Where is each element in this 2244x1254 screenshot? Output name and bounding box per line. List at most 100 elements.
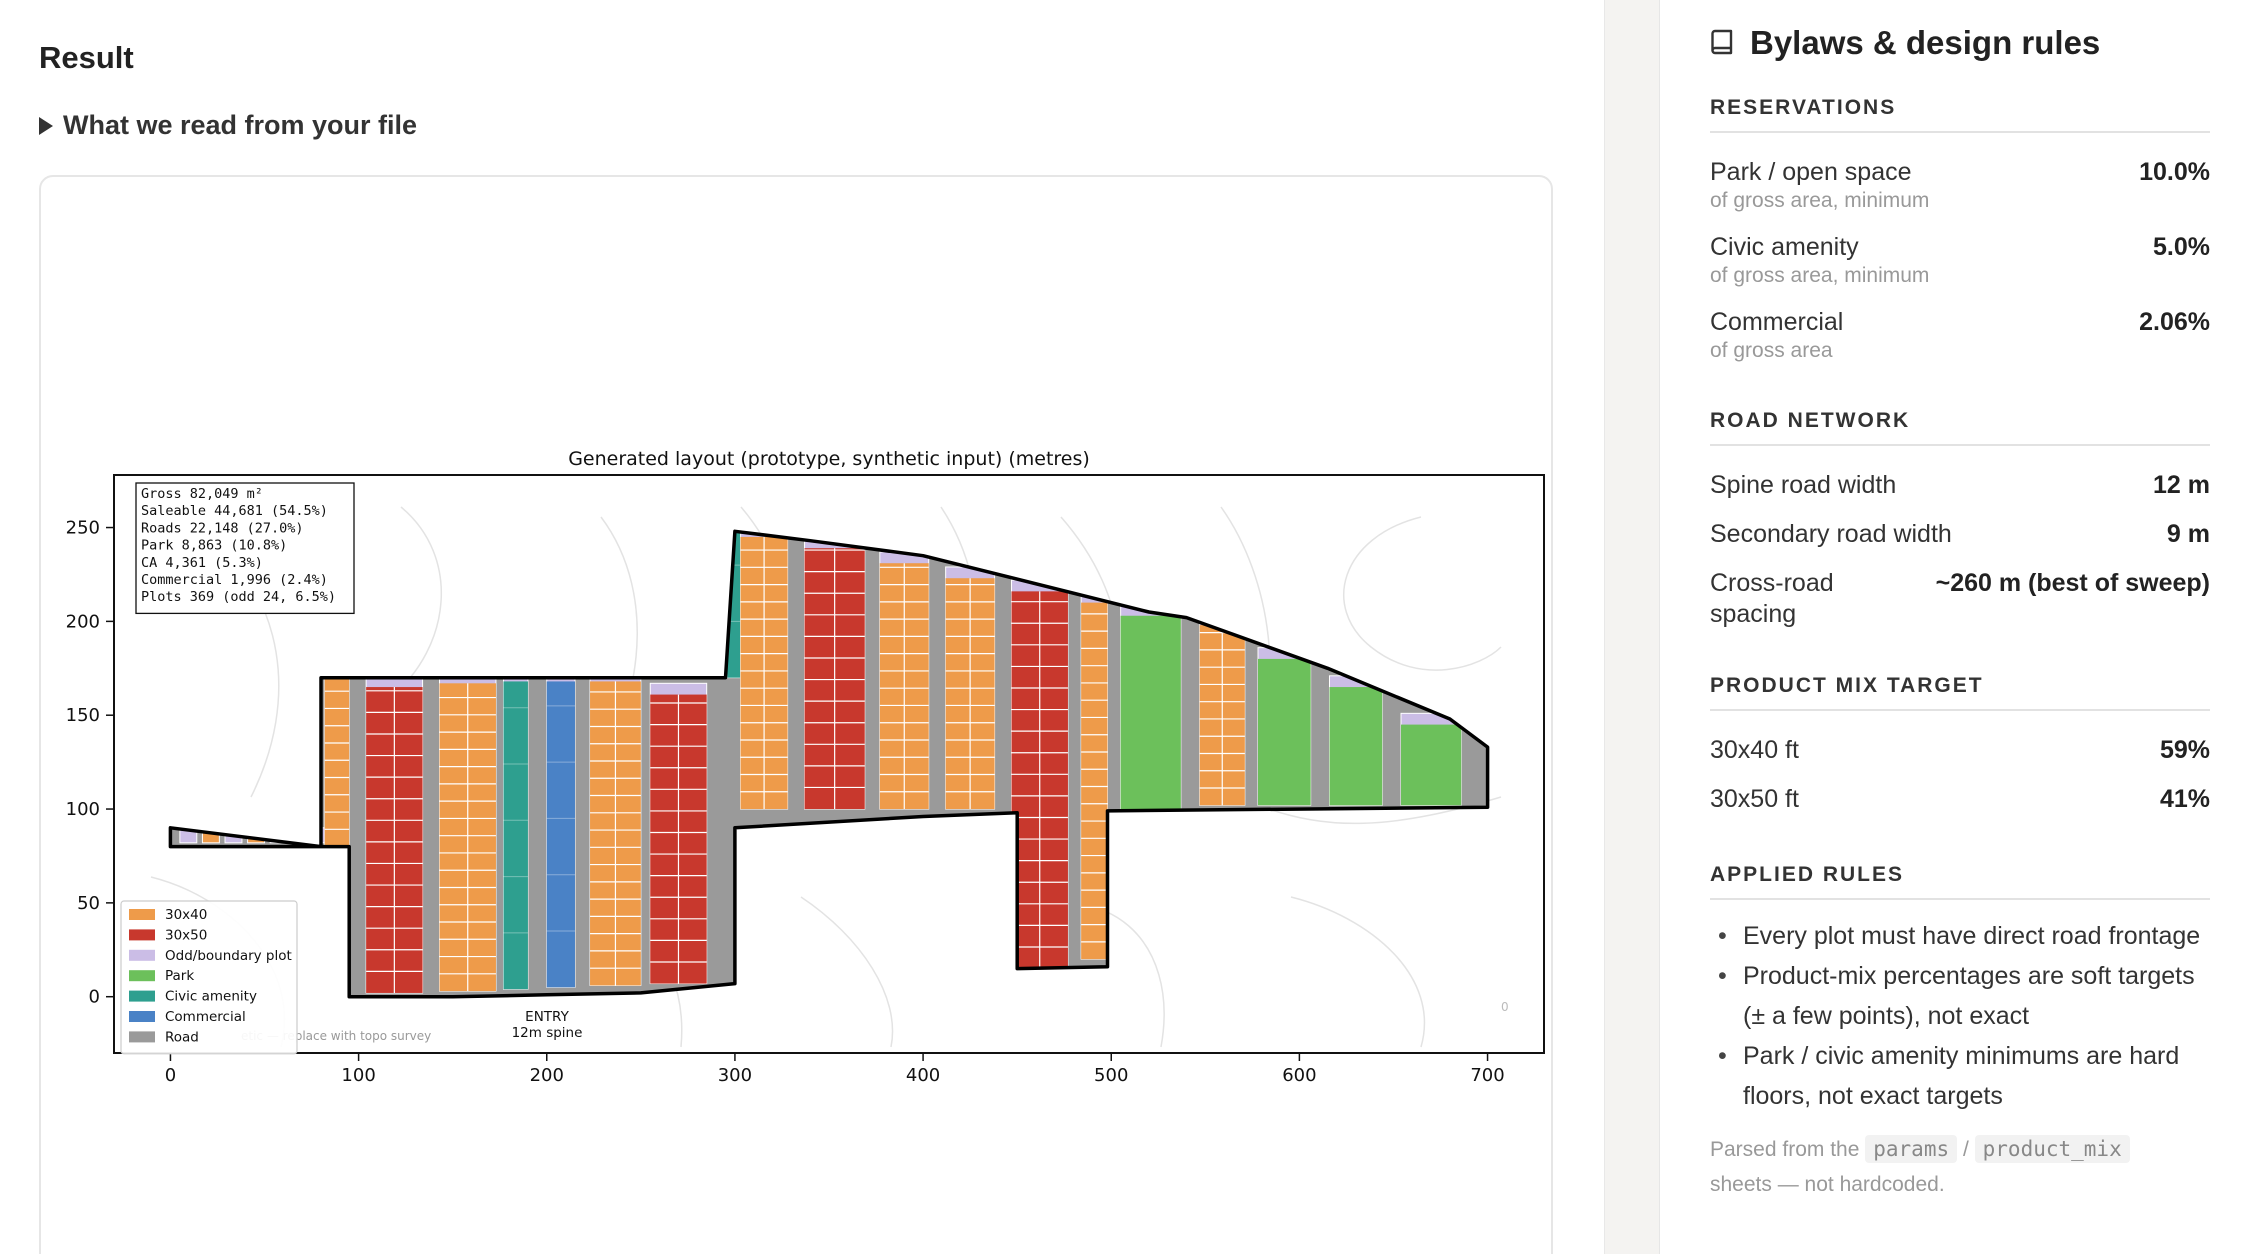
y-tick-label: 50 [77,893,100,914]
row-value: 41% [2159,785,2210,813]
30x40-strip [324,677,350,847]
30x40-strip [1081,602,1108,960]
layout-figure-card: Generated layout (prototype, synthetic i… [39,175,1553,1254]
rule-item: Every plot must have direct road frontag… [1710,916,2210,956]
contour-line [1290,896,1426,1048]
commercial-strip [546,681,575,988]
sidebar-title-text: Bylaws & design rules [1750,24,2101,61]
rule-item: Park / civic amenity minimums are hard f… [1710,1036,2210,1116]
figure-legend: 30x40 30x50 Odd/boundary plot Park Civic ame… [120,900,298,1055]
note-suffix: sheets — not hardcoded. [1710,1173,1945,1196]
site-boundary [168,529,1490,999]
legend-swatch [129,929,155,941]
reservation-row-park: Park / open space of gross area, minimum… [1710,157,2210,214]
layout-figure: Generated layout (prototype, synthetic i… [66,448,1545,1086]
reservations-heading: RESERVATIONS [1710,96,2210,133]
stats-line: Park 8,863 (10.8%) [141,538,287,554]
row-sublabel: of gross area [1710,339,1833,362]
x-tick-label: 600 [1282,1065,1316,1086]
product-mix-code: product_mix [1974,1135,2130,1163]
parsed-from-note: Parsed from the params / product_mix she… [1710,1132,2210,1202]
legend-swatch [129,1031,155,1043]
note-slash: / [1962,1138,1969,1161]
result-heading: Result [39,40,134,75]
legend-frame [120,900,298,1055]
bylaws-sidebar: Bylaws & design rules RESERVATIONS Park … [1659,0,2244,1254]
road-row-cross-spacing: Cross-road spacing ~260 m (best of sweep… [1710,568,2210,630]
road-network-section: ROAD NETWORK Spine road width 12 m Secon… [1710,409,2210,630]
stats-box-frame [135,482,355,615]
entry-text: ENTRY [525,1009,569,1025]
row-value: 5.0% [2153,233,2210,261]
product-mix-section: PRODUCT MIX TARGET 30x40 ft 59% 30x50 ft… [1710,674,2210,815]
park-strip [1329,687,1383,806]
stats-line: Plots 369 (odd 24, 6.5%) [141,589,336,605]
expand-triangle-icon [39,116,53,135]
row-label: 30x50 ft [1710,785,1799,813]
legend-swatch [129,949,155,961]
reservation-row-civic: Civic amenity of gross area, minimum 5.0… [1710,232,2210,289]
y-tick-label: 200 [66,611,100,632]
rules-list: Every plot must have direct road frontag… [1710,916,2210,1116]
row-label: Secondary road width [1710,520,1952,548]
row-value: ~260 m (best of sweep) [1935,569,2210,597]
legend-label: 30x40 [165,907,207,923]
x-tick-label: 100 [341,1065,375,1086]
mix-row-30x40: 30x40 ft 59% [1710,735,2210,766]
row-value: 59% [2159,736,2210,764]
legend-label: Road [165,1029,199,1045]
row-label: Spine road width [1710,471,1897,499]
contour-line [1343,516,1502,671]
park-strip [1258,658,1311,806]
mix-row-30x50: 30x50 ft 41% [1710,784,2210,815]
y-tick-label: 100 [66,799,100,820]
row-label: Park / open space [1710,158,1912,186]
rule-item: Product-mix percentages are soft targets… [1710,956,2210,1036]
y-tick-label: 0 [89,987,100,1008]
panel-gap [1605,0,1659,1254]
legend-swatch [129,909,155,920]
book-icon [1711,29,1733,55]
applied-rules-heading: APPLIED RULES [1710,863,2210,900]
y-tick-label: 250 [66,518,100,539]
product-mix-heading: PRODUCT MIX TARGET [1710,674,2210,711]
row-label: Commercial [1710,308,1844,336]
reservations-section: RESERVATIONS Park / open space of gross … [1710,96,2210,364]
row-label: Civic amenity [1710,233,1859,261]
park-strip [1401,724,1462,806]
legend-label: Odd/boundary plot [165,948,292,964]
main-panel: Result What we read from your file Gener… [39,0,1605,1254]
legend-label: Park [165,968,194,984]
park-strip [1120,615,1181,810]
x-tick-label: 400 [906,1065,940,1086]
row-value: 12 m [2153,471,2210,499]
contour-line [800,896,894,1048]
stats-line: Commercial 1,996 (2.4%) [141,572,328,588]
entry-text: 12m spine [512,1025,583,1041]
row-value: 9 m [2166,520,2210,548]
legend-label: Civic amenity [165,989,257,1005]
stats-line: CA 4,361 (5.3%) [141,555,263,571]
applied-rules-section: APPLIED RULES Every plot must have direc… [1710,863,2210,1202]
figure-title: Generated layout (prototype, synthetic i… [568,448,1090,470]
stats-line: Gross 82,049 m² [141,486,263,502]
row-label: Cross-road spacing [1710,569,1834,628]
sidebar-title: Bylaws & design rules [1710,24,2100,62]
legend-swatch [129,970,155,982]
row-value: 2.06% [2139,308,2210,336]
note-prefix: Parsed from the [1710,1138,1860,1161]
expander-label: What we read from your file [63,110,418,140]
y-tick-label: 150 [66,705,100,726]
file-read-expander[interactable]: What we read from your file [39,110,417,141]
row-value: 10.0% [2139,158,2210,186]
contour-tick-label: 0 [1501,1000,1509,1014]
legend-label: 30x50 [165,927,207,943]
road-row-secondary: Secondary road width 9 m [1710,519,2210,550]
row-label: 30x40 ft [1710,736,1799,764]
x-tick-label: 200 [530,1065,564,1086]
row-sublabel: of gross area, minimum [1710,264,1930,287]
stats-line: Saleable 44,681 (54.5%) [141,503,328,519]
x-tick-label: 700 [1470,1065,1504,1086]
